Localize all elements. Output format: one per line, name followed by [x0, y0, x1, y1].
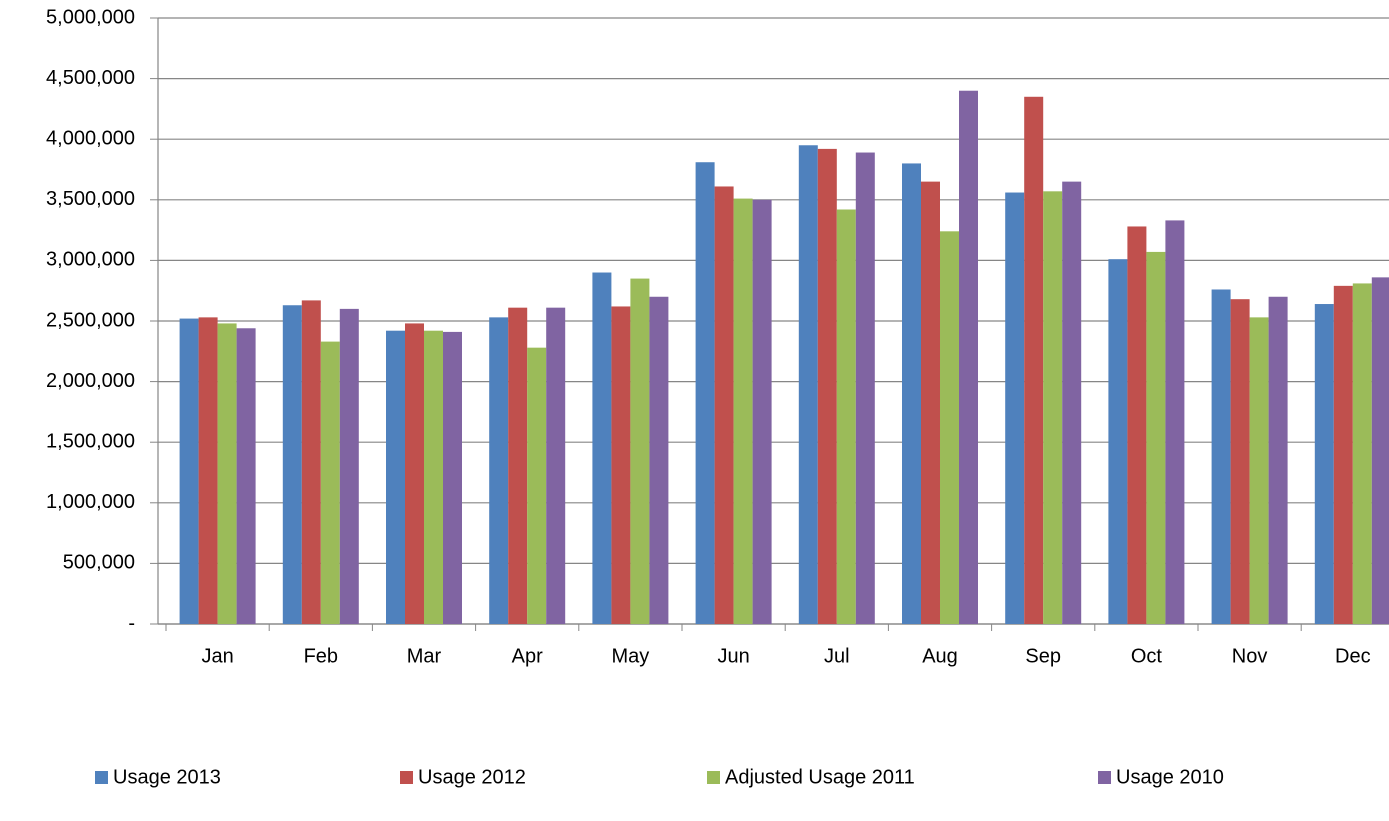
- bar: [592, 272, 612, 624]
- bar: [1108, 259, 1128, 624]
- bar: [546, 307, 566, 624]
- x-tick-label: Aug: [922, 645, 958, 667]
- bar: [198, 317, 218, 624]
- bar: [855, 152, 875, 625]
- x-tick-label: Mar: [407, 645, 442, 667]
- bar: [1268, 296, 1288, 624]
- y-tick-label: 3,500,000: [46, 188, 135, 210]
- y-tick-label: 1,500,000: [46, 430, 135, 452]
- bar: [301, 300, 321, 624]
- bar: [959, 90, 978, 625]
- bar: [649, 296, 669, 624]
- bar: [386, 330, 405, 624]
- bar: [443, 331, 462, 624]
- x-tick-label: Nov: [1232, 645, 1268, 667]
- bar: [1062, 181, 1082, 624]
- bar: [817, 148, 837, 624]
- y-tick-label: 5,000,000: [46, 6, 135, 28]
- bar: [320, 341, 340, 624]
- bar: [1043, 191, 1063, 625]
- bar: [714, 186, 734, 624]
- bar: [489, 317, 509, 624]
- bar: [1314, 304, 1334, 624]
- bar: [508, 307, 528, 624]
- bar: [217, 323, 237, 624]
- y-tick-label: 500,000: [63, 552, 135, 574]
- x-tick-label: Feb: [304, 645, 338, 667]
- legend-label: Usage 2010: [1116, 766, 1224, 788]
- bar: [798, 145, 818, 624]
- y-tick-label: 4,000,000: [46, 127, 135, 149]
- bar: [921, 181, 940, 624]
- bar: [405, 323, 424, 624]
- x-tick-label: May: [612, 645, 650, 667]
- bar: [1146, 251, 1166, 624]
- legend-swatch: [707, 771, 720, 784]
- y-tick-label: 1,000,000: [46, 491, 135, 513]
- bar: [1333, 285, 1353, 624]
- y-tick-label: 4,500,000: [46, 67, 135, 89]
- bar: [940, 231, 959, 624]
- bar: [1230, 299, 1250, 624]
- bar: [1024, 96, 1044, 624]
- bar: [236, 328, 256, 624]
- x-tick-label: Jun: [717, 645, 749, 667]
- bar: [630, 278, 650, 624]
- bar: [1371, 277, 1389, 624]
- x-tick-label: Dec: [1335, 645, 1371, 667]
- bar: [1165, 220, 1185, 625]
- legend-label: Usage 2012: [418, 766, 526, 788]
- y-tick-label: 2,500,000: [46, 309, 135, 331]
- bar: [1211, 289, 1231, 624]
- y-tick-label: 3,000,000: [46, 249, 135, 271]
- bar: [733, 198, 753, 624]
- bar: [282, 305, 302, 624]
- bar: [339, 308, 359, 624]
- bar: [1005, 192, 1025, 624]
- y-tick-label: 2,000,000: [46, 370, 135, 392]
- bar: [1249, 317, 1269, 624]
- x-tick-label: Jul: [824, 645, 850, 667]
- bar: [424, 330, 443, 624]
- bar: [902, 163, 921, 624]
- legend-label: Usage 2013: [113, 766, 221, 788]
- bar: [836, 209, 856, 624]
- bar: [527, 347, 547, 624]
- legend-label: Adjusted Usage 2011: [725, 766, 915, 788]
- x-tick-label: Jan: [201, 645, 233, 667]
- x-tick-label: Oct: [1131, 645, 1163, 667]
- legend-swatch: [1098, 771, 1111, 784]
- x-tick-label: Apr: [512, 645, 543, 667]
- bar: [179, 318, 199, 624]
- legend-swatch: [95, 771, 108, 784]
- bar: [695, 162, 715, 624]
- bar: [611, 306, 631, 624]
- bar: [1127, 226, 1147, 625]
- x-tick-label: Sep: [1025, 645, 1061, 667]
- legend-swatch: [400, 771, 413, 784]
- y-tick-label: -: [128, 612, 135, 634]
- bar: [1352, 283, 1372, 624]
- bar: [752, 199, 772, 625]
